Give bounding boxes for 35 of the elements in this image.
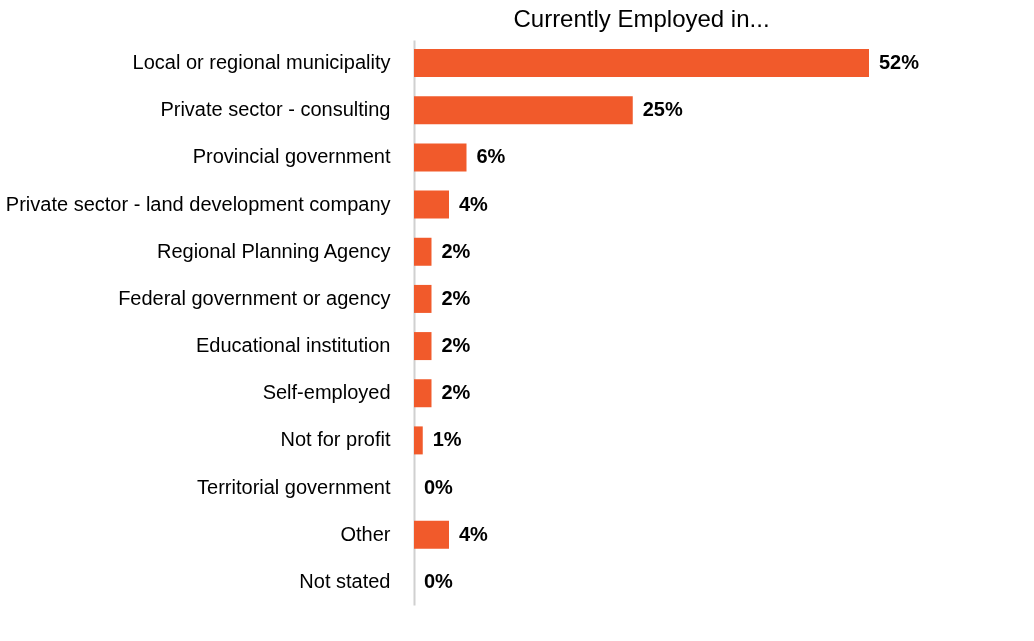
data-label: 6% bbox=[476, 145, 506, 168]
bar bbox=[414, 426, 423, 455]
y-tick-label: Regional Planning Agency bbox=[156, 239, 391, 262]
y-tick-label: Provincial government bbox=[192, 145, 391, 168]
chart-title: Currently Employed in... bbox=[513, 5, 770, 32]
data-label: 25% bbox=[642, 98, 683, 121]
bar bbox=[414, 237, 432, 266]
bar bbox=[414, 332, 432, 361]
data-label: 2% bbox=[441, 286, 471, 309]
y-tick-label: Not for profit bbox=[280, 428, 391, 451]
y-tick-label: Private sector - consulting bbox=[160, 98, 391, 121]
bar bbox=[414, 49, 869, 78]
bar bbox=[414, 143, 467, 172]
data-label: 0% bbox=[424, 569, 454, 592]
bar bbox=[414, 520, 449, 549]
data-label: 52% bbox=[879, 51, 920, 74]
y-tick-label: Federal government or agency bbox=[118, 286, 391, 309]
data-label: 1% bbox=[432, 428, 462, 451]
data-label: 2% bbox=[441, 334, 471, 357]
data-label: 0% bbox=[424, 475, 454, 498]
data-label: 2% bbox=[441, 239, 471, 262]
y-tick-label: Educational institution bbox=[195, 334, 391, 357]
y-tick-label: Self-employed bbox=[262, 381, 391, 404]
bar bbox=[414, 96, 633, 125]
y-tick-label: Local or regional municipality bbox=[132, 51, 391, 74]
bar bbox=[414, 379, 432, 408]
y-tick-label: Not stated bbox=[299, 569, 391, 592]
y-tick-label: Territorial government bbox=[197, 475, 391, 498]
bar bbox=[414, 190, 449, 219]
data-label: 4% bbox=[459, 192, 489, 215]
bar bbox=[414, 284, 432, 313]
data-label: 4% bbox=[459, 522, 489, 545]
y-tick-label: Other bbox=[340, 522, 391, 545]
data-label: 2% bbox=[441, 381, 471, 404]
y-tick-label: Private sector - land development company bbox=[5, 192, 391, 215]
